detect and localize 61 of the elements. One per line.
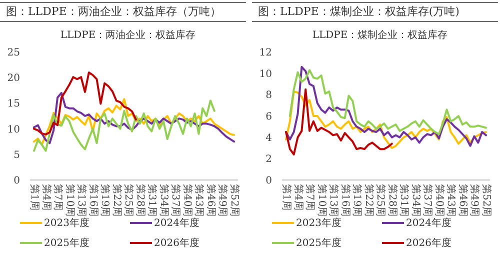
legend-label: 2026年度	[154, 238, 200, 249]
x-tick-label: 第10周	[316, 184, 328, 217]
x-tick-label: 第7周	[304, 184, 316, 210]
y-tick-label: 10	[7, 124, 20, 136]
x-tick-label: 第31周	[146, 184, 158, 217]
x-tick-label: 第52周	[228, 184, 240, 217]
y-tick-label: 0	[266, 176, 272, 186]
x-tick-label: 第31周	[398, 184, 410, 217]
x-tick-label: 第40周	[181, 184, 194, 217]
x-tick-label: 第19周	[351, 184, 364, 217]
x-tick-label: 第7周	[52, 184, 64, 210]
x-tick-label: 第25周	[122, 184, 135, 217]
x-tick-label: 第22周	[362, 184, 375, 217]
legend-label: 2025年度	[296, 238, 342, 249]
x-tick-label: 第40周	[433, 184, 446, 217]
y-tick-label: 25	[7, 48, 20, 58]
x-tick-label: 第46周	[456, 184, 469, 217]
y-tick-label: 12	[259, 48, 272, 58]
x-tick-label: 第52周	[480, 184, 492, 217]
chart-subtitle: LLDPE：煤制企业：权益库存	[312, 29, 448, 41]
x-tick-label: 第1周	[280, 184, 292, 210]
x-tick-label: 第16周	[87, 184, 100, 217]
legend-label: 2023年度	[296, 218, 342, 229]
x-tick-label: 第1周	[28, 184, 40, 210]
y-tick-label: 20	[7, 73, 20, 84]
x-tick-label: 第43周	[193, 184, 206, 217]
x-tick-label: 第25周	[374, 184, 387, 217]
y-tick-label: 10	[259, 68, 272, 80]
x-tick-label: 第22周	[110, 184, 123, 217]
y-tick-label: 6	[266, 112, 272, 122]
x-tick-label: 第34周	[158, 184, 170, 217]
chart-title: 图：LLDPE：煤制企业：权益库存(万吨)	[252, 2, 498, 22]
x-tick-label: 第49周	[216, 184, 229, 217]
y-tick-label: 0	[14, 176, 20, 186]
x-tick-label: 第10周	[64, 184, 76, 217]
chart-subtitle: LLDPE：两油企业：权益库存	[60, 29, 196, 41]
y-tick-label: 5	[14, 150, 20, 161]
x-tick-label: 第4周	[292, 184, 304, 210]
legend-label: 2026年度	[406, 238, 452, 249]
legend-label: 2024年度	[154, 218, 200, 229]
x-tick-label: 第19周	[99, 184, 112, 217]
legend-label: 2024年度	[406, 218, 452, 229]
x-tick-label: 第28周	[386, 184, 398, 217]
y-tick-label: 8	[266, 90, 272, 102]
legend-label: 2025年度	[44, 238, 90, 249]
y-tick-label: 2	[266, 154, 272, 166]
y-tick-label: 15	[7, 98, 20, 110]
x-tick-label: 第28周	[134, 184, 146, 217]
x-tick-label: 第43周	[445, 184, 458, 217]
x-tick-label: 第13周	[76, 184, 88, 217]
x-tick-label: 第13周	[328, 184, 340, 217]
x-tick-label: 第34周	[410, 184, 422, 217]
x-tick-label: 第4周	[40, 184, 52, 210]
x-tick-label: 第16周	[339, 184, 352, 217]
x-tick-label: 第46周	[204, 184, 217, 217]
x-tick-label: 第37周	[170, 184, 182, 217]
y-tick-label: 4	[266, 132, 272, 144]
legend-label: 2023年度	[44, 218, 90, 229]
chart-title: 图：LLDPE：两油企业：权益库存（万吨）	[0, 2, 246, 22]
x-tick-label: 第37周	[422, 184, 434, 217]
x-tick-label: 第49周	[468, 184, 481, 217]
